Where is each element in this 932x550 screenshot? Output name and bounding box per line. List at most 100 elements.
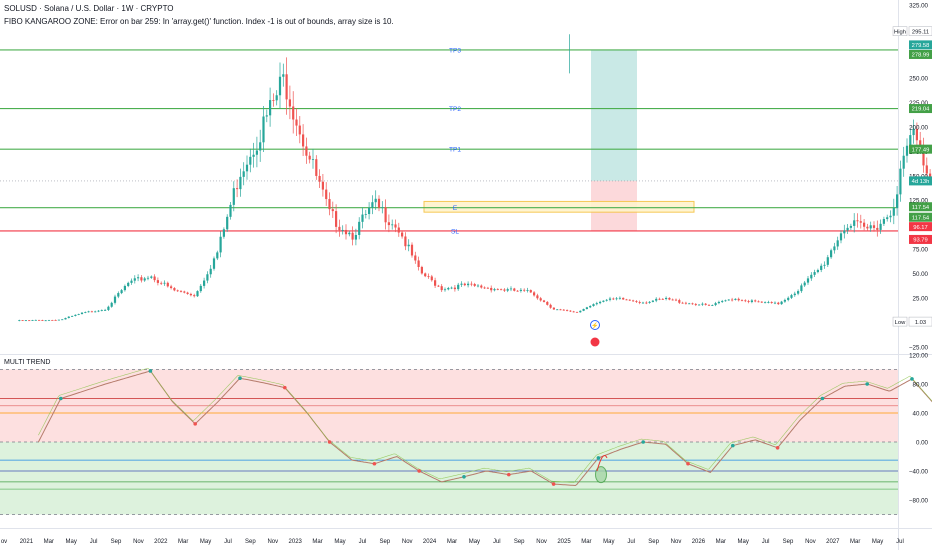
- candle: [120, 290, 123, 294]
- candle: [866, 226, 869, 229]
- time-axis-tick: 2026: [692, 539, 706, 545]
- candle: [803, 282, 806, 286]
- candle: [724, 300, 727, 302]
- candle: [328, 199, 331, 210]
- candle: [453, 287, 456, 290]
- candle: [189, 293, 192, 296]
- candle: [678, 300, 681, 303]
- candle: [272, 100, 275, 101]
- candle: [206, 274, 209, 281]
- candle: [21, 320, 24, 322]
- candle: [823, 264, 826, 266]
- candle: [44, 320, 47, 322]
- candle: [882, 219, 885, 224]
- candle: [899, 168, 902, 195]
- candle: [896, 194, 899, 208]
- candle: [671, 299, 674, 301]
- candle: [394, 224, 397, 228]
- candle: [641, 302, 645, 304]
- time-axis-tick: 2021: [20, 539, 34, 545]
- candle: [816, 270, 819, 273]
- level-label: SL: [451, 228, 459, 235]
- oscillator-dot: [775, 446, 780, 450]
- candle: [160, 282, 163, 284]
- candle: [288, 99, 291, 107]
- price-axis-badge-label: 93.79: [913, 238, 928, 244]
- candle: [806, 278, 810, 283]
- oscillator-dot: [283, 385, 287, 390]
- candle: [447, 287, 450, 290]
- time-axis-tick: Jul: [224, 539, 232, 545]
- candle: [714, 303, 717, 306]
- price-axis-tick: 250.00: [909, 76, 928, 83]
- candle: [41, 320, 44, 321]
- candle: [575, 311, 579, 313]
- candle: [278, 76, 282, 96]
- candle: [691, 303, 694, 305]
- price-axis-badge-label: 117.54: [912, 205, 930, 211]
- candle: [127, 282, 130, 286]
- oscillator-axis-tick: −40.00: [909, 468, 929, 475]
- price-axis-tick: 225.00: [909, 100, 928, 107]
- candle: [354, 234, 357, 240]
- candle: [599, 301, 602, 304]
- candle: [747, 301, 750, 303]
- oscillator-hook: [596, 455, 608, 472]
- candle: [186, 292, 189, 294]
- price-axis-badge-label: High: [894, 29, 906, 35]
- candle: [302, 134, 305, 147]
- price-axis-badge: [909, 176, 932, 186]
- candle: [490, 287, 493, 291]
- price-axis-tick: 325.00: [909, 2, 928, 9]
- price-axis-badge-label: 295.11: [912, 29, 929, 35]
- candle: [559, 309, 562, 311]
- candle: [460, 283, 463, 285]
- time-axis-tick: Jul: [896, 539, 904, 545]
- oscillator-axis-tick: 80.00: [913, 381, 929, 388]
- oscillator-dot: [417, 469, 422, 473]
- candle: [311, 159, 315, 161]
- candle: [67, 316, 70, 318]
- candle: [434, 280, 437, 286]
- time-axis-tick: Mar: [447, 539, 457, 545]
- candle: [905, 145, 909, 156]
- candle: [57, 319, 60, 321]
- oscillator-dot: [910, 377, 914, 381]
- candle: [793, 293, 796, 296]
- price-axis-tick: −25.00: [909, 344, 929, 351]
- candle: [216, 252, 219, 259]
- price-axis-badge-label: Low: [895, 320, 906, 326]
- candle: [727, 299, 730, 301]
- candle: [836, 240, 839, 247]
- candle: [856, 220, 859, 222]
- candle: [493, 289, 496, 291]
- candle: [513, 288, 516, 291]
- candle: [94, 311, 97, 313]
- candle: [826, 257, 829, 265]
- candle: [341, 229, 344, 231]
- candle: [694, 304, 697, 306]
- time-axis-tick: Sep: [379, 539, 390, 545]
- candle: [655, 298, 658, 301]
- candle: [813, 272, 816, 275]
- candle: [87, 311, 90, 313]
- candle: [123, 285, 126, 291]
- level-label: TP2: [449, 106, 461, 113]
- candle: [734, 298, 737, 300]
- candle: [133, 278, 136, 281]
- oscillator-axis-tick: −80.00: [909, 497, 929, 504]
- candle: [773, 302, 777, 304]
- candle: [104, 309, 107, 311]
- time-axis-tick: Sep: [245, 539, 256, 545]
- oscillator-signal-line: [38, 367, 932, 483]
- candle: [635, 301, 638, 303]
- candle: [556, 309, 559, 311]
- time-axis-tick: May: [872, 539, 883, 545]
- candle: [391, 224, 394, 226]
- candle: [912, 128, 915, 136]
- candle: [572, 311, 575, 313]
- candle: [780, 301, 783, 305]
- oversold-zone: [0, 442, 898, 515]
- candle: [688, 303, 691, 305]
